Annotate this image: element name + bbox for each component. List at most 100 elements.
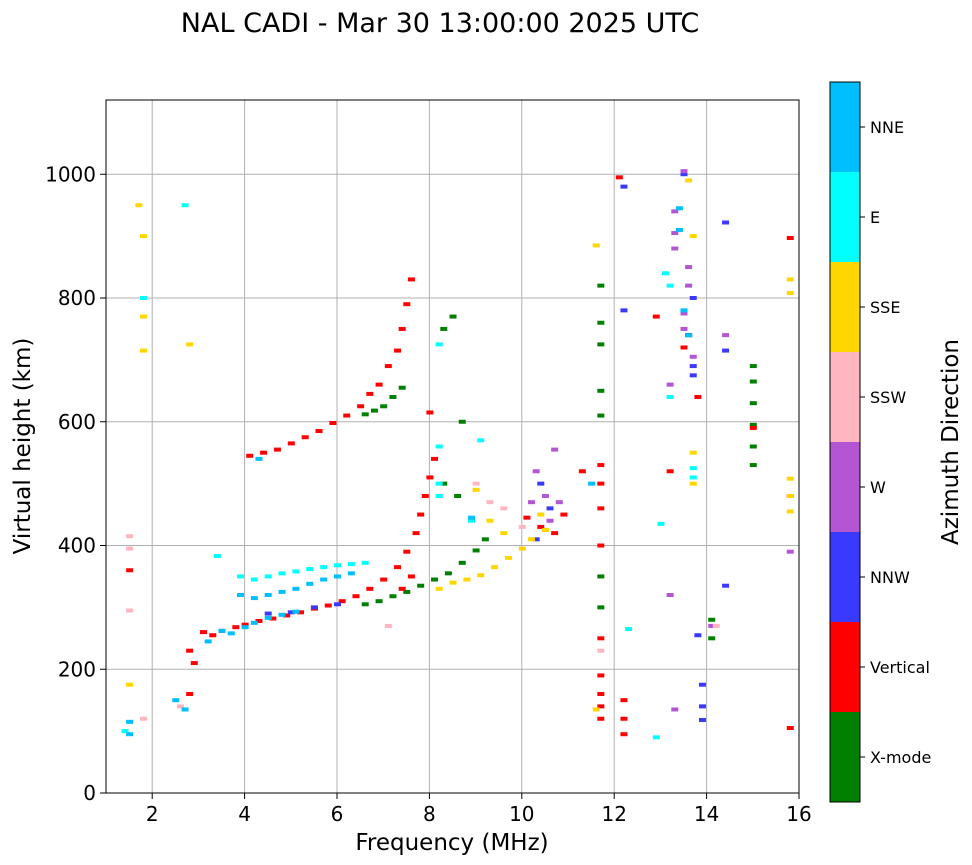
data-point [708, 636, 716, 641]
data-point [209, 633, 217, 638]
data-point [680, 345, 688, 350]
data-point [597, 574, 605, 579]
data-point [255, 618, 263, 623]
colorbar-segment [830, 712, 860, 802]
colorbar-segment [830, 262, 860, 352]
data-point [241, 625, 249, 630]
data-point [421, 494, 429, 498]
data-point [486, 500, 494, 505]
data-point [278, 589, 286, 594]
data-point [528, 500, 536, 505]
data-point [264, 574, 272, 579]
data-point [366, 391, 374, 396]
y-tick-label: 600 [58, 410, 96, 434]
data-point [597, 716, 605, 721]
data-point [708, 623, 716, 628]
data-point [139, 716, 147, 721]
x-tick-label: 4 [238, 802, 251, 826]
data-point [403, 302, 411, 307]
data-points [121, 169, 794, 740]
series-nnw [264, 172, 730, 722]
data-point [666, 382, 674, 387]
y-tick-label: 400 [58, 534, 96, 558]
data-point [620, 308, 628, 313]
data-point [287, 441, 295, 446]
data-point [685, 265, 693, 270]
data-point [232, 625, 240, 630]
data-point [426, 475, 434, 480]
data-point [181, 707, 189, 712]
data-point [204, 639, 212, 644]
data-point [292, 586, 300, 591]
series-ssw [126, 481, 720, 721]
data-point [241, 622, 249, 627]
data-point [680, 326, 688, 331]
data-point [689, 296, 697, 300]
y-tick-label: 800 [58, 286, 96, 310]
data-point [786, 509, 794, 514]
data-point [361, 560, 369, 565]
data-point [126, 732, 134, 737]
data-point [712, 623, 720, 628]
data-point [186, 648, 194, 653]
data-point [126, 568, 134, 573]
data-point [306, 581, 314, 586]
data-point [186, 692, 194, 696]
data-point [426, 410, 434, 415]
data-point [389, 594, 397, 599]
data-point [126, 682, 134, 687]
data-point [287, 610, 295, 615]
data-point [481, 537, 489, 542]
data-point [440, 326, 448, 331]
data-point [403, 589, 411, 594]
data-point [449, 580, 457, 585]
data-point [620, 716, 628, 721]
data-point [786, 235, 794, 240]
colorbar-label: Azimuth Direction [938, 339, 964, 545]
data-point [417, 512, 425, 517]
data-point [578, 469, 586, 474]
data-point [689, 481, 697, 486]
data-point [458, 419, 466, 424]
data-point [398, 326, 406, 331]
data-point [689, 373, 697, 378]
data-point [657, 521, 665, 526]
data-point [301, 435, 309, 440]
y-axis-ticks: 0 200 400 600 800 1000 [45, 162, 106, 805]
data-point [431, 456, 439, 461]
colorbar-tick-label: NNW [870, 568, 910, 587]
data-point [491, 565, 499, 570]
data-point [689, 364, 697, 369]
x-tick-label: 14 [694, 802, 719, 826]
data-point [518, 524, 526, 529]
y-tick-label: 0 [83, 781, 96, 805]
data-point [186, 342, 194, 347]
data-point [675, 227, 683, 232]
data-point [722, 333, 730, 338]
x-tick-label: 2 [146, 802, 159, 826]
data-point [135, 203, 143, 208]
plot-frame [105, 99, 800, 794]
data-point [786, 726, 794, 731]
colorbar-segment [830, 172, 860, 262]
x-tick-label: 8 [423, 802, 436, 826]
data-point [472, 548, 480, 553]
data-point [551, 447, 559, 452]
data-point [708, 617, 716, 622]
data-point [292, 569, 300, 574]
data-point [264, 593, 272, 597]
data-point [504, 555, 512, 560]
data-point [320, 577, 328, 582]
data-point [786, 549, 794, 554]
data-point [680, 172, 688, 177]
data-point [250, 596, 258, 601]
colorbar-segment [830, 622, 860, 712]
data-point [689, 234, 697, 239]
data-point [440, 481, 448, 486]
series-sse [126, 178, 794, 712]
data-point [449, 314, 457, 319]
data-point [444, 571, 452, 576]
data-point [334, 563, 341, 568]
data-point [334, 602, 341, 607]
data-point [588, 481, 596, 486]
